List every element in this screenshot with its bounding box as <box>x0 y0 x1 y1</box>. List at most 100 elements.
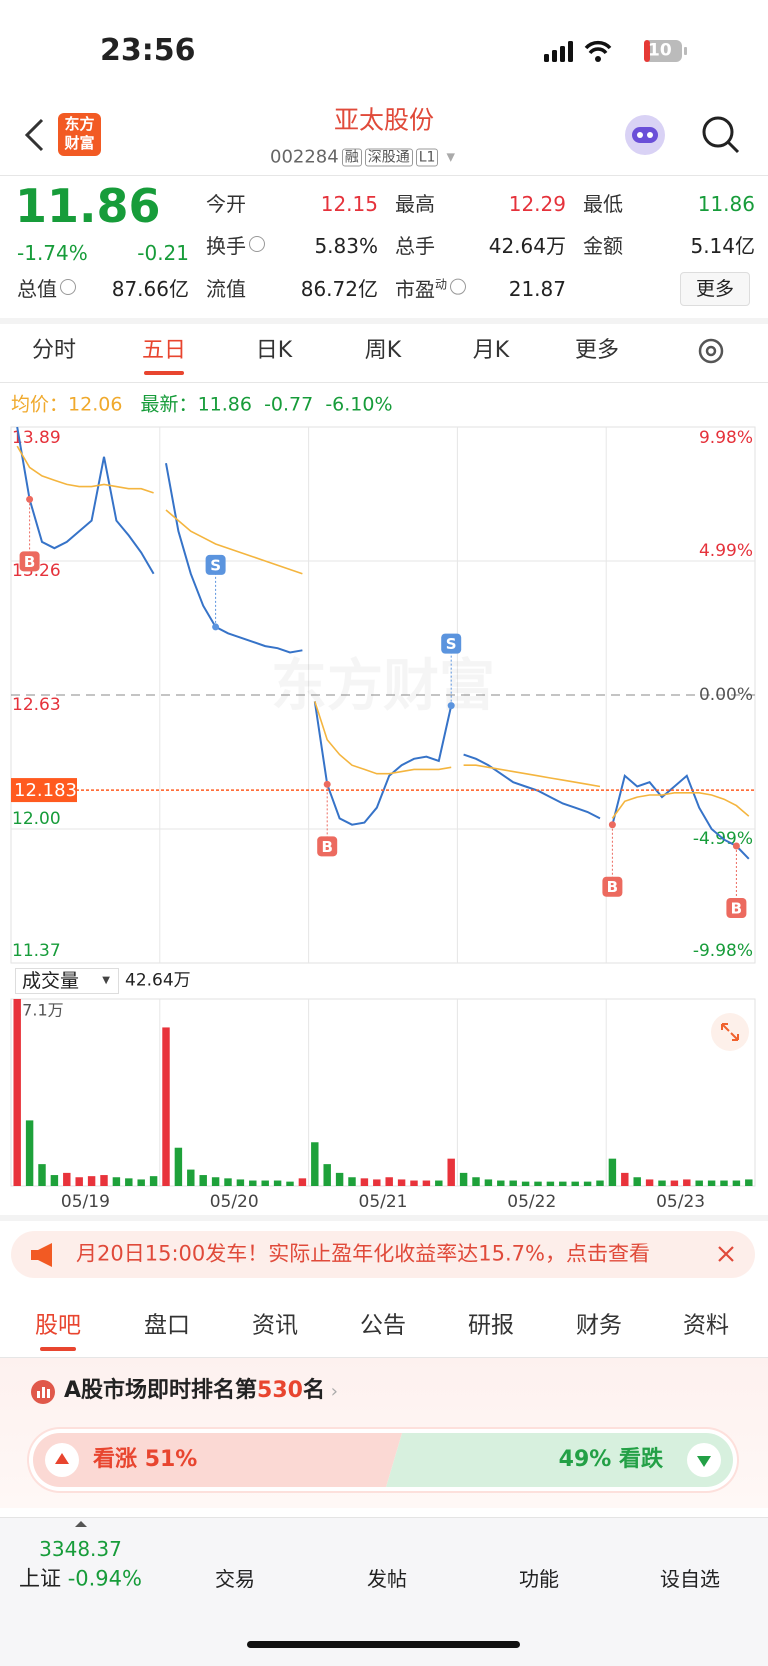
volume-bar <box>521 1181 530 1186</box>
volume-bar <box>621 1172 629 1186</box>
info-tab[interactable]: 资料 <box>683 1312 729 1339</box>
divider <box>0 382 768 383</box>
average-line <box>165 509 303 575</box>
divider <box>0 318 768 324</box>
crosshair-label-bg <box>11 778 77 803</box>
status-time: 23:56 <box>100 33 196 68</box>
chart-tab[interactable]: 月K <box>472 338 510 363</box>
info-tab[interactable]: 公告 <box>360 1312 406 1339</box>
y-tick-label: 13.89 <box>12 428 61 448</box>
volume-bar <box>100 1175 108 1186</box>
stat-label: 最高 <box>395 194 435 214</box>
marker-badge[interactable] <box>602 876 623 897</box>
y2-tick-label: 9.98% <box>699 428 753 448</box>
volume-bar <box>484 1179 493 1186</box>
close-banner[interactable] <box>716 1244 736 1264</box>
marker-badge[interactable] <box>205 554 226 575</box>
expand-button[interactable] <box>710 1012 750 1052</box>
stat-label-text: 市盈 <box>395 277 435 302</box>
chart-tab[interactable]: 日K <box>255 338 293 363</box>
back-button[interactable] <box>22 118 46 152</box>
info-icon[interactable] <box>249 236 265 252</box>
app-logo[interactable]: 东方财富 <box>58 113 101 156</box>
volume-selector[interactable]: 成交量 ▼ <box>15 968 119 994</box>
nav-label[interactable]: 功能 <box>519 1567 559 1591</box>
volume-bar <box>596 1180 604 1186</box>
dropdown-arrow[interactable]: ▼ <box>446 150 455 164</box>
latest-value: 11.86 <box>197 393 252 416</box>
marker-badge[interactable] <box>726 898 747 919</box>
marker-label: B <box>321 838 332 856</box>
watermark: 东方财富 <box>271 654 495 719</box>
info-tab[interactable]: 盘口 <box>144 1312 190 1339</box>
volume-total: 42.64万 <box>125 970 191 991</box>
volume-tick-label: 17.1万 <box>12 1001 64 1020</box>
index-row[interactable]: 上证 -0.94% <box>0 1566 161 1591</box>
volume-bar <box>236 1179 245 1186</box>
volume-bar <box>695 1180 703 1186</box>
volume-bar <box>286 1181 294 1186</box>
y2-tick-label: -9.98% <box>693 941 753 961</box>
index-value[interactable]: 3348.37 <box>39 1537 122 1561</box>
marker-badge[interactable] <box>317 836 338 857</box>
stat-label-text: 总手 <box>395 234 435 258</box>
marker-point <box>323 780 331 788</box>
volume-bar <box>608 1158 617 1186</box>
info-icon[interactable] <box>450 278 467 295</box>
date-label: 05/23 <box>656 1192 705 1212</box>
nav-label[interactable]: 发帖 <box>367 1567 407 1591</box>
marker-label: B <box>731 900 742 918</box>
volume-bar <box>311 1142 319 1186</box>
index-caret[interactable] <box>74 1520 88 1528</box>
volume-bar <box>162 1027 170 1186</box>
info-icon[interactable] <box>60 279 76 295</box>
more-button[interactable]: 更多 <box>680 272 750 306</box>
sentiment-bar: 看涨 51% 49% 看跌 <box>29 1429 737 1491</box>
bullish-value: 51% <box>144 1447 198 1472</box>
assistant-avatar[interactable] <box>622 112 668 158</box>
settings-button[interactable] <box>694 334 728 368</box>
volume-bar <box>348 1177 356 1186</box>
search-button[interactable] <box>700 114 742 156</box>
chart-tab[interactable]: 分时 <box>31 338 76 363</box>
info-tab[interactable]: 股吧 <box>35 1312 81 1339</box>
volume-bar <box>683 1179 691 1186</box>
stat-label-superscript: 动 <box>435 277 448 292</box>
nav-label[interactable]: 交易 <box>215 1567 255 1591</box>
volume-bar <box>583 1181 592 1186</box>
bullish-text: 看涨 51% <box>93 1449 197 1471</box>
volume-bar <box>422 1180 431 1186</box>
volume-bar <box>633 1177 641 1186</box>
change-percent: -1.74% <box>17 241 88 265</box>
chart-legend: 均价：12.06 最新：11.86 -0.77 -6.10% <box>11 393 393 416</box>
volume-bar <box>75 1177 83 1186</box>
info-tab[interactable]: 资讯 <box>252 1312 298 1339</box>
ranking[interactable]: A股市场即时排名第530名 › <box>64 1378 338 1403</box>
date-label: 05/20 <box>210 1192 259 1212</box>
price-line <box>463 753 601 820</box>
volume-bar <box>447 1158 455 1186</box>
marker-badge[interactable] <box>19 551 40 572</box>
info-tab[interactable]: 财务 <box>576 1312 622 1339</box>
chart-tab[interactable]: 更多 <box>574 338 619 363</box>
y2-tick-label: 0.00% <box>699 685 753 705</box>
chart-tab[interactable]: 周K <box>364 338 402 363</box>
promo-banner[interactable] <box>11 1231 755 1278</box>
nav-label[interactable]: 设自选 <box>660 1567 720 1591</box>
avg-value: 12.06 <box>68 393 123 416</box>
banner-text[interactable]: 月20日15:00发车！实际止盈年化收益率达15.7%，点击查看 <box>76 1243 650 1265</box>
volume-bar <box>360 1178 369 1186</box>
info-tab[interactable]: 研报 <box>468 1312 514 1339</box>
chart-tab[interactable]: 五日 <box>141 338 186 363</box>
stat-value: 21.87 <box>508 277 566 301</box>
average-line <box>611 792 750 819</box>
stat-label-text: 流值 <box>206 277 246 301</box>
volume-bar <box>707 1180 716 1186</box>
stat-value: 86.72亿 <box>300 277 378 301</box>
marker-badge[interactable] <box>441 633 462 654</box>
volume-bar <box>745 1179 753 1186</box>
volume-bar <box>472 1177 480 1186</box>
index-change: -0.94% <box>67 1566 142 1591</box>
marker-label: S <box>446 635 457 653</box>
price-line <box>611 773 750 860</box>
